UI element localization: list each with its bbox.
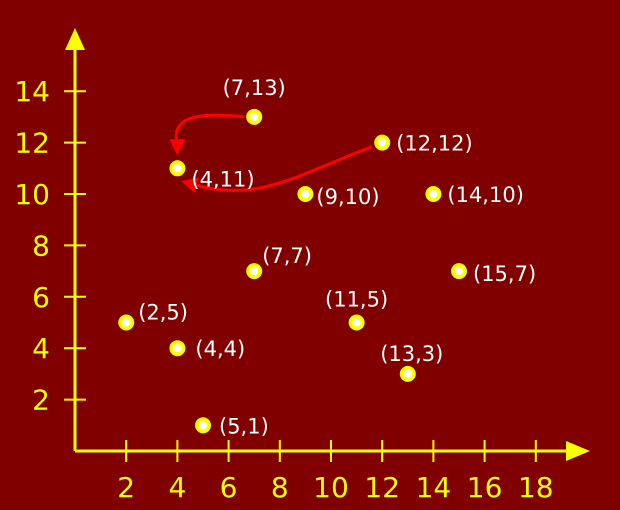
data-point (425, 186, 442, 202)
point-label: (9,10) (316, 185, 379, 209)
arrowhead (169, 139, 186, 156)
point-label: (7,13) (223, 76, 286, 100)
data-point (169, 160, 186, 177)
x-tick-label: 6 (220, 471, 238, 504)
data-point (348, 314, 365, 331)
x-tick-label: 18 (518, 471, 554, 504)
x-tick-label: 16 (467, 471, 503, 504)
point-label: (2,5) (138, 301, 188, 325)
arrow-curve (192, 145, 373, 193)
y-tick-label: 6 (32, 281, 50, 314)
point-label: (12,12) (396, 132, 473, 156)
point-label: (15,7) (473, 262, 536, 286)
x-tick-label: 12 (364, 471, 400, 504)
x-axis-arrowhead (566, 441, 590, 461)
y-tick-label: 12 (14, 127, 50, 160)
data-point (451, 263, 467, 280)
y-tick-label: 2 (32, 384, 50, 417)
arrows (169, 113, 373, 194)
arrowhead (181, 177, 199, 194)
y-tick-label: 10 (14, 178, 50, 211)
x-tick-label: 8 (271, 471, 289, 504)
point-label: (4,11) (191, 167, 254, 191)
point-label: (14,10) (447, 183, 524, 207)
axes (65, 28, 590, 461)
y-tick-label: 4 (32, 332, 50, 365)
point-label: (11,5) (325, 288, 388, 312)
data-point (297, 186, 314, 202)
points: (7,13) (12,12) (4,11) (9,10) (14,10) (7,7) (15… (118, 76, 536, 438)
point-label: (4,4) (195, 337, 245, 361)
point-label: (5,1) (219, 414, 269, 438)
data-point (399, 365, 416, 382)
y-tick-label: 8 (32, 229, 50, 262)
data-point (118, 314, 135, 331)
arrow-curve (174, 113, 245, 146)
x-tick-label: 2 (117, 471, 135, 504)
x-tick-label: 4 (168, 471, 186, 504)
data-point (246, 108, 263, 125)
x-tick-label: 10 (313, 471, 349, 504)
data-point (195, 417, 211, 434)
data-point (374, 134, 391, 151)
data-point (246, 263, 263, 280)
y-tick-label: 14 (14, 75, 50, 108)
point-label: (7,7) (262, 244, 312, 268)
y-axis-arrowhead (65, 28, 85, 50)
x-tick-label: 14 (416, 471, 452, 504)
point-label: (13,3) (380, 342, 443, 366)
data-point (169, 340, 186, 357)
